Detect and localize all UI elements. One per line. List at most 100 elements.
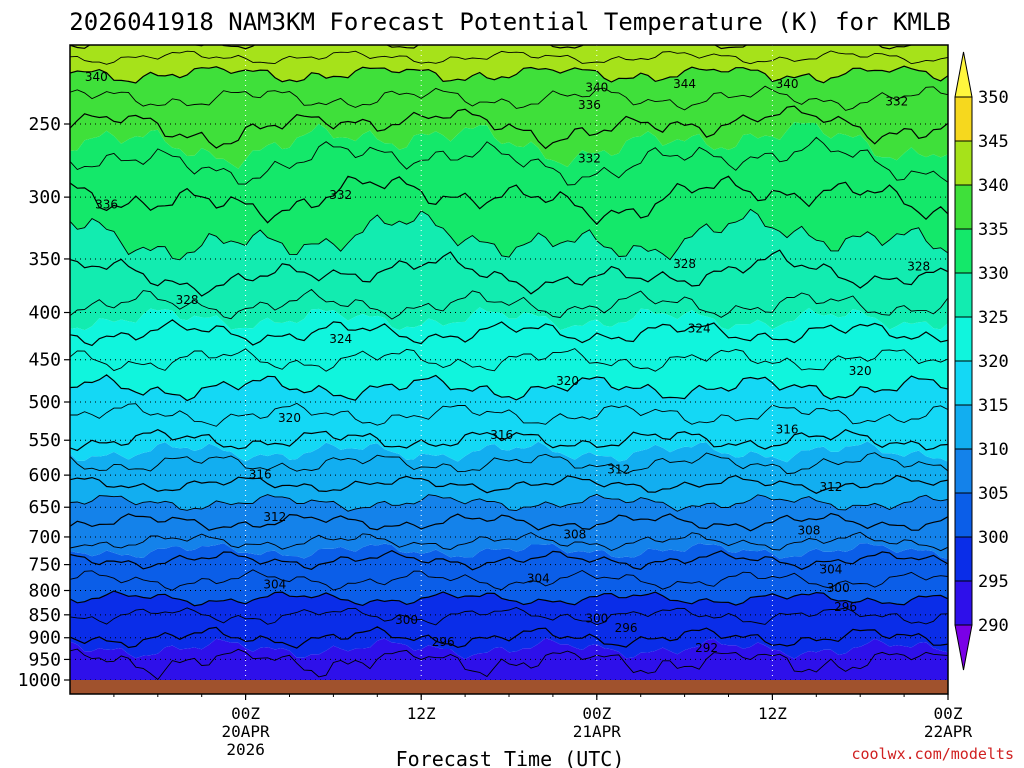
colorbar-label: 315 [978,396,1009,416]
contour-label: 304 [527,571,550,585]
colorbar-label: 350 [978,88,1009,108]
contour-label: 336 [578,98,601,112]
fill-band-320-325 [70,307,948,401]
contour-label: 316 [490,428,513,442]
x-axis-label: Forecast Time (UTC) [396,747,625,768]
contour-label: 328 [907,259,930,273]
fill-band-300-305 [70,543,948,606]
contour-label: 304 [819,562,842,576]
contour-310 [70,493,948,512]
y-tick-label: 900 [28,628,61,649]
colorbar-segment-315 [954,360,973,406]
y-tick-label: 950 [28,649,61,670]
ground-strip [70,680,948,694]
contour-298 [70,607,948,626]
y-tick-label: 400 [28,303,61,324]
colorbar-label: 330 [978,264,1009,284]
contour-label: 332 [578,151,601,165]
colorbar-segment-300 [954,492,973,538]
colorbar-segment-310 [954,404,973,450]
isentrope-contours [70,45,948,680]
x-tick-label: 21APR [573,722,622,741]
contour-label: 344 [673,77,696,91]
contour-324 [70,319,948,347]
contour-label: 300 [395,613,418,627]
chart-title: 2026041918 NAM3KM Forecast Potential Tem… [69,8,950,36]
contour-300 [70,590,948,607]
contour-316 [70,429,948,452]
x-tick-label: 12Z [758,704,787,723]
contour-326 [70,288,948,320]
colorbar-label: 335 [978,220,1009,240]
contour-320 [70,374,948,402]
contour-label: 340 [585,81,608,95]
contour-340 [70,65,948,84]
contour-318 [70,402,948,427]
fill-band-290-295 [70,638,948,680]
contour-label: 320 [556,374,579,388]
y-tick-label: 650 [28,497,61,518]
colorbar-below-triangle [954,624,973,671]
contour-label: 328 [673,257,696,271]
contour-label: 300 [827,581,850,595]
colorbar-label: 305 [978,484,1009,504]
y-tick-label: 600 [28,465,61,486]
colorbar-label: 320 [978,352,1009,372]
contour-label: 340 [85,70,108,84]
fill-band-325-330 [70,209,948,331]
contour-label: 312 [263,510,286,524]
contour-label: 320 [849,364,872,378]
x-tick-label: 12Z [407,704,436,723]
colorbar-label: 300 [978,528,1009,548]
colorbar-label: 310 [978,440,1009,460]
y-tick-label: 1000 [18,670,61,691]
x-tick-label: 00Z [934,704,963,723]
contour-label: 320 [278,411,301,425]
temperature-fill-bands [70,45,948,680]
fill-band-295-300 [70,591,948,660]
y-tick-label: 250 [28,114,61,135]
contour-330 [70,208,948,261]
contour-308 [70,512,948,532]
contour-336 [70,105,948,150]
colorbar-label: 325 [978,308,1009,328]
y-tick-label: 850 [28,605,61,626]
colorbar-segment-335 [954,184,973,230]
contour-label: 332 [329,188,352,202]
contour-label: 296 [615,621,638,635]
colorbar-segment-330 [954,228,973,274]
contour-332 [70,175,948,226]
contour-312 [70,474,948,494]
contour-label: 304 [263,577,286,591]
x-tick-label: 00Z [582,704,611,723]
x-tick-label: 00Z [231,704,260,723]
contour-314 [70,452,948,475]
colorbar-segment-325 [954,272,973,318]
contour-label: 316 [249,467,272,481]
colorbar-label: 290 [978,616,1009,636]
contour-338 [70,85,948,111]
contour-334 [70,136,948,186]
contour-labels: 340 340 344 340 336 332 336 332 332 328 328 328 324 3… [85,70,930,655]
contour-label: 296 [834,600,857,614]
contour-304 [70,550,948,571]
y-tick-label: 300 [28,187,61,208]
colorbar-segment-290 [954,580,973,626]
contour-328 [70,249,948,297]
colorbar-label: 345 [978,132,1009,152]
contour-label: 308 [563,528,586,542]
fill-band-305-310 [70,494,948,559]
contour-label: 312 [819,480,842,494]
colorbar-above-triangle [954,51,973,98]
contour-label: 296 [432,635,455,649]
y-tick-label: 800 [28,581,61,602]
fill-band-330-335 [70,122,948,260]
contour-306 [70,531,948,552]
contour-342 [70,50,948,65]
contour-label: 324 [329,332,352,346]
contour-label: 312 [607,463,630,477]
colorbar-segment-295 [954,536,973,582]
contour-302 [70,569,948,591]
